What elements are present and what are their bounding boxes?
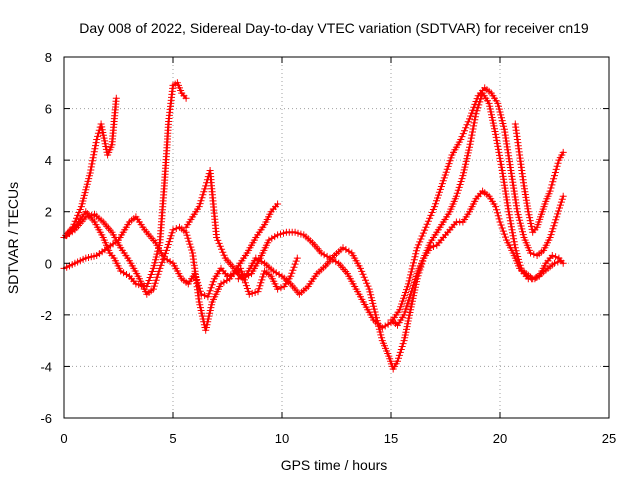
y-tick-label: 6	[45, 102, 52, 117]
x-tick-label: 15	[384, 431, 398, 446]
x-tick-label: 0	[60, 431, 67, 446]
x-tick-label: 25	[602, 431, 616, 446]
series-track-6	[234, 89, 565, 373]
y-tick-label: 4	[45, 153, 52, 168]
x-tick-label: 20	[493, 431, 507, 446]
y-axis-label: SDTVAR / TECUs	[5, 182, 21, 294]
y-tick-label: -4	[40, 359, 52, 374]
plot-frame	[63, 56, 610, 419]
axis-ticks: 0 5 10 15 20 25 -6 -4 -2 0 2 4 6 8	[40, 50, 616, 446]
series-track-8	[511, 120, 567, 236]
x-tick-label: 10	[275, 431, 289, 446]
x-tick-label: 5	[169, 431, 176, 446]
y-tick-label: 0	[45, 256, 52, 271]
series-trace	[185, 86, 565, 329]
y-tick-label: 2	[45, 205, 52, 220]
series-track-4	[60, 200, 282, 334]
series-markers	[511, 120, 567, 236]
y-tick-label: -2	[40, 308, 52, 323]
series-markers	[387, 187, 567, 329]
x-axis-label: GPS time / hours	[281, 457, 388, 473]
y-tick-label: -6	[40, 411, 52, 426]
series-track-7	[387, 187, 567, 329]
y-tick-label: 8	[45, 50, 52, 65]
chart-title: Day 008 of 2022, Sidereal Day-to-day VTE…	[79, 20, 589, 36]
series-markers	[234, 89, 565, 373]
series-track-1	[60, 94, 120, 241]
data-series	[60, 79, 567, 373]
